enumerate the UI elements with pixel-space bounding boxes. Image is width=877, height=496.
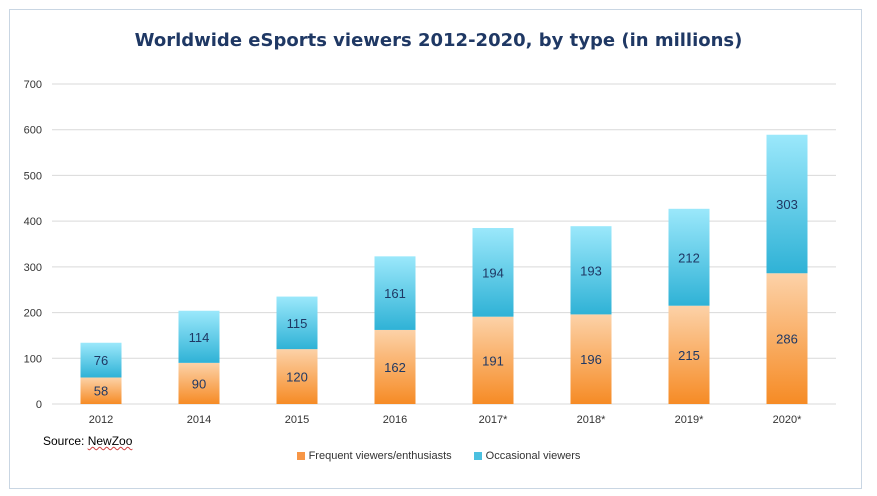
data-label-frequent: 90	[192, 376, 206, 391]
bar-frequent	[178, 362, 220, 404]
x-tick-label: 2016	[383, 414, 407, 426]
bar-frequent	[276, 349, 318, 404]
source-label: Source:	[43, 434, 88, 448]
source-note: Source: NewZoo	[43, 434, 132, 448]
y-tick-label: 0	[36, 399, 42, 411]
x-tick-label: 2019*	[675, 414, 704, 426]
y-tick-label: 100	[24, 353, 42, 365]
x-tick-label: 2014	[187, 414, 211, 426]
data-label-occasional: 212	[678, 250, 700, 265]
bar-frequent	[570, 314, 612, 404]
chart-title: Worldwide eSports viewers 2012-2020, by …	[134, 30, 743, 51]
legend-swatch-occasional	[473, 452, 482, 460]
bar-occasional	[276, 296, 318, 350]
x-tick-label: 2015	[285, 414, 309, 426]
legend-label-occasional: Occasional viewers	[485, 450, 581, 462]
data-label-occasional: 115	[287, 316, 308, 331]
x-tick-label: 2020*	[773, 414, 802, 426]
bar-occasional	[178, 310, 220, 363]
y-tick-label: 400	[24, 216, 42, 228]
data-label-frequent: 286	[776, 332, 798, 347]
data-label-frequent: 120	[286, 370, 308, 385]
data-label-occasional: 193	[580, 263, 602, 278]
x-tick-label: 2018*	[577, 414, 606, 426]
source-name: NewZoo	[87, 434, 133, 448]
data-label-occasional: 194	[482, 265, 504, 280]
legend-swatch-frequent	[296, 452, 305, 460]
bar-occasional	[766, 134, 808, 274]
chart-frame	[9, 9, 862, 489]
data-label-frequent: 215	[678, 348, 700, 363]
y-tick-label: 200	[24, 308, 42, 320]
data-label-occasional: 303	[776, 197, 798, 212]
legend-label-frequent: Frequent viewers/enthusiasts	[308, 450, 452, 462]
bar-frequent	[766, 273, 808, 404]
data-label-frequent: 58	[94, 384, 108, 399]
bar-frequent	[668, 305, 710, 404]
y-tick-label: 600	[24, 125, 42, 137]
bar-occasional	[570, 226, 612, 315]
x-tick-label: 2012	[89, 414, 113, 426]
legend-item-frequent: Frequent viewers/enthusiasts	[296, 450, 452, 462]
data-label-frequent: 191	[482, 353, 504, 368]
data-label-occasional: 76	[94, 353, 108, 368]
data-label-frequent: 196	[580, 352, 602, 367]
bar-frequent	[374, 329, 416, 404]
bar-frequent	[80, 377, 122, 404]
y-tick-label: 700	[24, 79, 42, 91]
legend: Frequent viewers/enthusiasts Occasional …	[0, 450, 877, 462]
bar-occasional	[80, 342, 122, 378]
bar-frequent	[472, 316, 514, 404]
y-tick-label: 500	[24, 170, 42, 182]
data-label-occasional: 161	[384, 286, 406, 301]
x-tick-label: 2017*	[479, 414, 508, 426]
data-label-occasional: 114	[189, 330, 210, 345]
y-tick-label: 300	[24, 262, 42, 274]
bar-occasional	[668, 208, 710, 306]
legend-item-occasional: Occasional viewers	[473, 450, 581, 462]
data-label-frequent: 162	[384, 360, 406, 375]
bar-occasional	[374, 256, 416, 330]
bar-occasional	[472, 228, 514, 317]
